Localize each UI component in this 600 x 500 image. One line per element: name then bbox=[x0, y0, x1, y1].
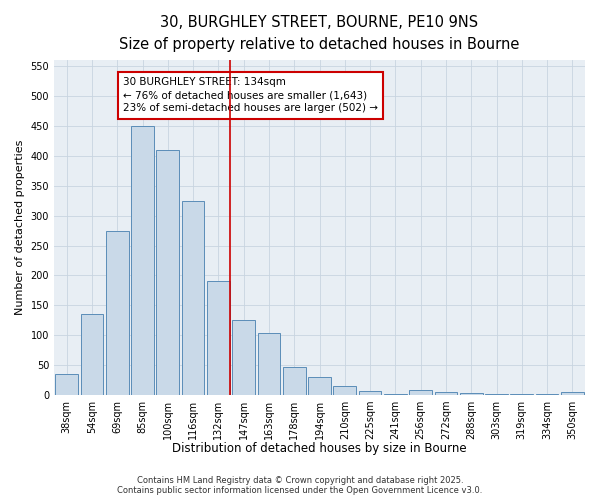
Bar bbox=[80, 314, 103, 395]
Bar bbox=[384, 394, 407, 395]
Bar bbox=[308, 377, 331, 395]
Bar bbox=[106, 230, 128, 395]
Bar bbox=[359, 392, 382, 395]
Bar bbox=[257, 334, 280, 395]
Bar bbox=[460, 393, 482, 395]
Bar bbox=[182, 200, 205, 395]
Bar bbox=[334, 386, 356, 395]
Y-axis label: Number of detached properties: Number of detached properties bbox=[15, 140, 25, 316]
Bar bbox=[485, 394, 508, 395]
Bar bbox=[409, 390, 432, 395]
Text: 30 BURGHLEY STREET: 134sqm
← 76% of detached houses are smaller (1,643)
23% of s: 30 BURGHLEY STREET: 134sqm ← 76% of deta… bbox=[123, 77, 378, 114]
Bar bbox=[536, 394, 559, 395]
X-axis label: Distribution of detached houses by size in Bourne: Distribution of detached houses by size … bbox=[172, 442, 467, 455]
Bar bbox=[511, 394, 533, 395]
Bar bbox=[434, 392, 457, 395]
Title: 30, BURGHLEY STREET, BOURNE, PE10 9NS
Size of property relative to detached hous: 30, BURGHLEY STREET, BOURNE, PE10 9NS Si… bbox=[119, 15, 520, 52]
Bar bbox=[157, 150, 179, 395]
Bar bbox=[55, 374, 78, 395]
Bar bbox=[283, 368, 305, 395]
Bar bbox=[561, 392, 584, 395]
Bar bbox=[232, 320, 255, 395]
Bar bbox=[207, 282, 230, 395]
Text: Contains HM Land Registry data © Crown copyright and database right 2025.
Contai: Contains HM Land Registry data © Crown c… bbox=[118, 476, 482, 495]
Bar bbox=[131, 126, 154, 395]
